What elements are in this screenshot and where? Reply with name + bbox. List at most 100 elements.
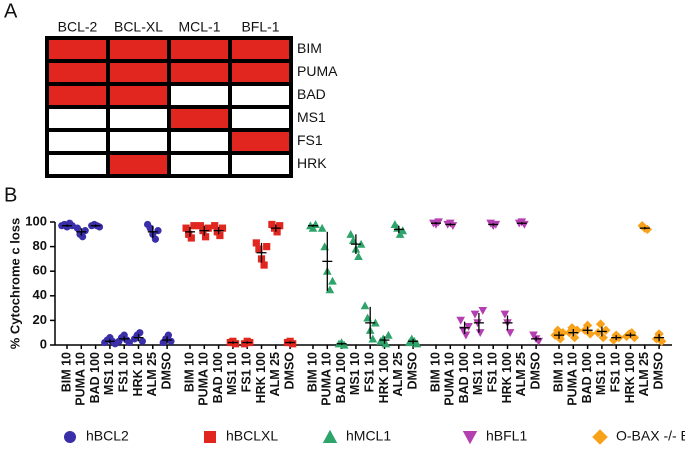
matrix-cell (167, 151, 232, 178)
data-point (475, 329, 485, 338)
data-point (190, 222, 198, 230)
y-tick-label: 20 (33, 312, 47, 327)
x-tick-label: BAD 100 (580, 352, 594, 403)
matrix-cell (167, 59, 232, 86)
data-point (569, 332, 580, 343)
data-point (187, 234, 195, 242)
column-label: BCL-2 (58, 19, 98, 35)
legend-label: hBCL2 (86, 428, 129, 444)
matrix-cell (106, 36, 171, 63)
x-tick-label: BAD 100 (211, 352, 225, 403)
row-label: BAD (297, 86, 326, 102)
x-tick-label: FS1 10 (485, 352, 499, 392)
data-point (289, 340, 297, 348)
data-point (325, 285, 335, 294)
data-point (164, 331, 172, 339)
data-point (231, 340, 240, 348)
data-point (73, 224, 81, 232)
data-point (582, 320, 593, 330)
legend-marker (204, 431, 216, 443)
x-tick-label: DMSO (159, 352, 173, 390)
data-point (381, 339, 391, 348)
data-point (136, 329, 144, 337)
data-point (354, 252, 363, 261)
legend-label: hMCL1 (346, 428, 391, 444)
x-tick-label: ALM 25 (268, 352, 282, 397)
legend-marker (322, 429, 338, 443)
column-label: BCL-XL (114, 19, 163, 35)
data-point (595, 319, 606, 329)
legend-label: O-BAX -/- BAK -/- (616, 428, 685, 444)
y-tick-label: 60 (33, 263, 47, 278)
data-point (138, 337, 146, 345)
x-tick-label: BIM 10 (428, 352, 442, 392)
x-tick-label: MS1 10 (471, 352, 485, 395)
row-label: FS1 (297, 132, 323, 148)
legend-label: hBCLXL (226, 428, 278, 444)
x-tick-label: MS1 10 (594, 352, 608, 395)
matrix-cell (228, 105, 293, 132)
data-point (328, 276, 337, 285)
x-tick-label: HRK 100 (623, 352, 637, 403)
data-point (412, 339, 422, 348)
matrix-cell (228, 128, 293, 155)
panel-label: B (4, 184, 17, 206)
matrix-cell (167, 128, 232, 155)
y-tick-label: 80 (33, 238, 47, 253)
x-tick-label: ALM 25 (514, 352, 528, 397)
x-tick-label: FS1 10 (362, 352, 376, 392)
data-point (182, 224, 190, 232)
data-point (627, 328, 637, 338)
data-point (360, 301, 370, 310)
matrix-cell (228, 36, 293, 63)
x-tick-label: BIM 10 (551, 352, 565, 392)
data-point (255, 245, 263, 253)
row-label: BIM (297, 40, 322, 56)
x-tick-label: PUMA 10 (74, 352, 88, 406)
data-point (154, 227, 162, 235)
data-point (218, 224, 227, 232)
x-tick-label: HRK 10 (131, 352, 145, 397)
x-tick-label: HRK 100 (500, 352, 514, 403)
data-point (657, 336, 667, 346)
data-point (601, 325, 611, 335)
data-point (317, 223, 327, 232)
data-point (621, 331, 632, 342)
data-point (456, 316, 466, 325)
data-point (125, 338, 133, 347)
data-point (585, 329, 595, 339)
row-label: PUMA (297, 63, 338, 79)
data-point (260, 261, 268, 269)
x-tick-label: HRK 100 (254, 352, 268, 403)
matrix-cell (45, 151, 110, 178)
data-point (273, 228, 281, 236)
matrix-cell (45, 82, 110, 109)
data-point (216, 231, 224, 240)
y-tick-label: 100 (25, 213, 47, 228)
x-tick-label: DMSO (528, 352, 542, 390)
x-tick-label: PUMA 10 (566, 352, 580, 406)
x-tick-label: FS1 10 (116, 352, 130, 392)
data-point (642, 224, 653, 235)
data-point (263, 243, 271, 251)
matrix-cell (106, 59, 171, 86)
x-tick-label: MS1 10 (225, 352, 239, 395)
data-point (371, 318, 380, 327)
data-point (593, 328, 603, 338)
matrix-cell (167, 36, 232, 63)
x-tick-label: HRK 100 (377, 352, 391, 403)
row-label: MS1 (297, 109, 326, 125)
x-tick-label: BAD 100 (88, 352, 102, 403)
x-tick-label: BIM 10 (305, 352, 319, 392)
matrix-cell (106, 82, 171, 109)
data-point (356, 239, 366, 248)
data-point (384, 330, 393, 339)
matrix-cell (45, 105, 110, 132)
data-point (572, 325, 582, 335)
matrix-cell (45, 36, 110, 63)
data-point (470, 310, 480, 319)
data-point (346, 229, 356, 238)
x-tick-label: MS1 10 (102, 352, 116, 395)
matrix-cell (106, 151, 171, 178)
data-point (553, 325, 563, 335)
